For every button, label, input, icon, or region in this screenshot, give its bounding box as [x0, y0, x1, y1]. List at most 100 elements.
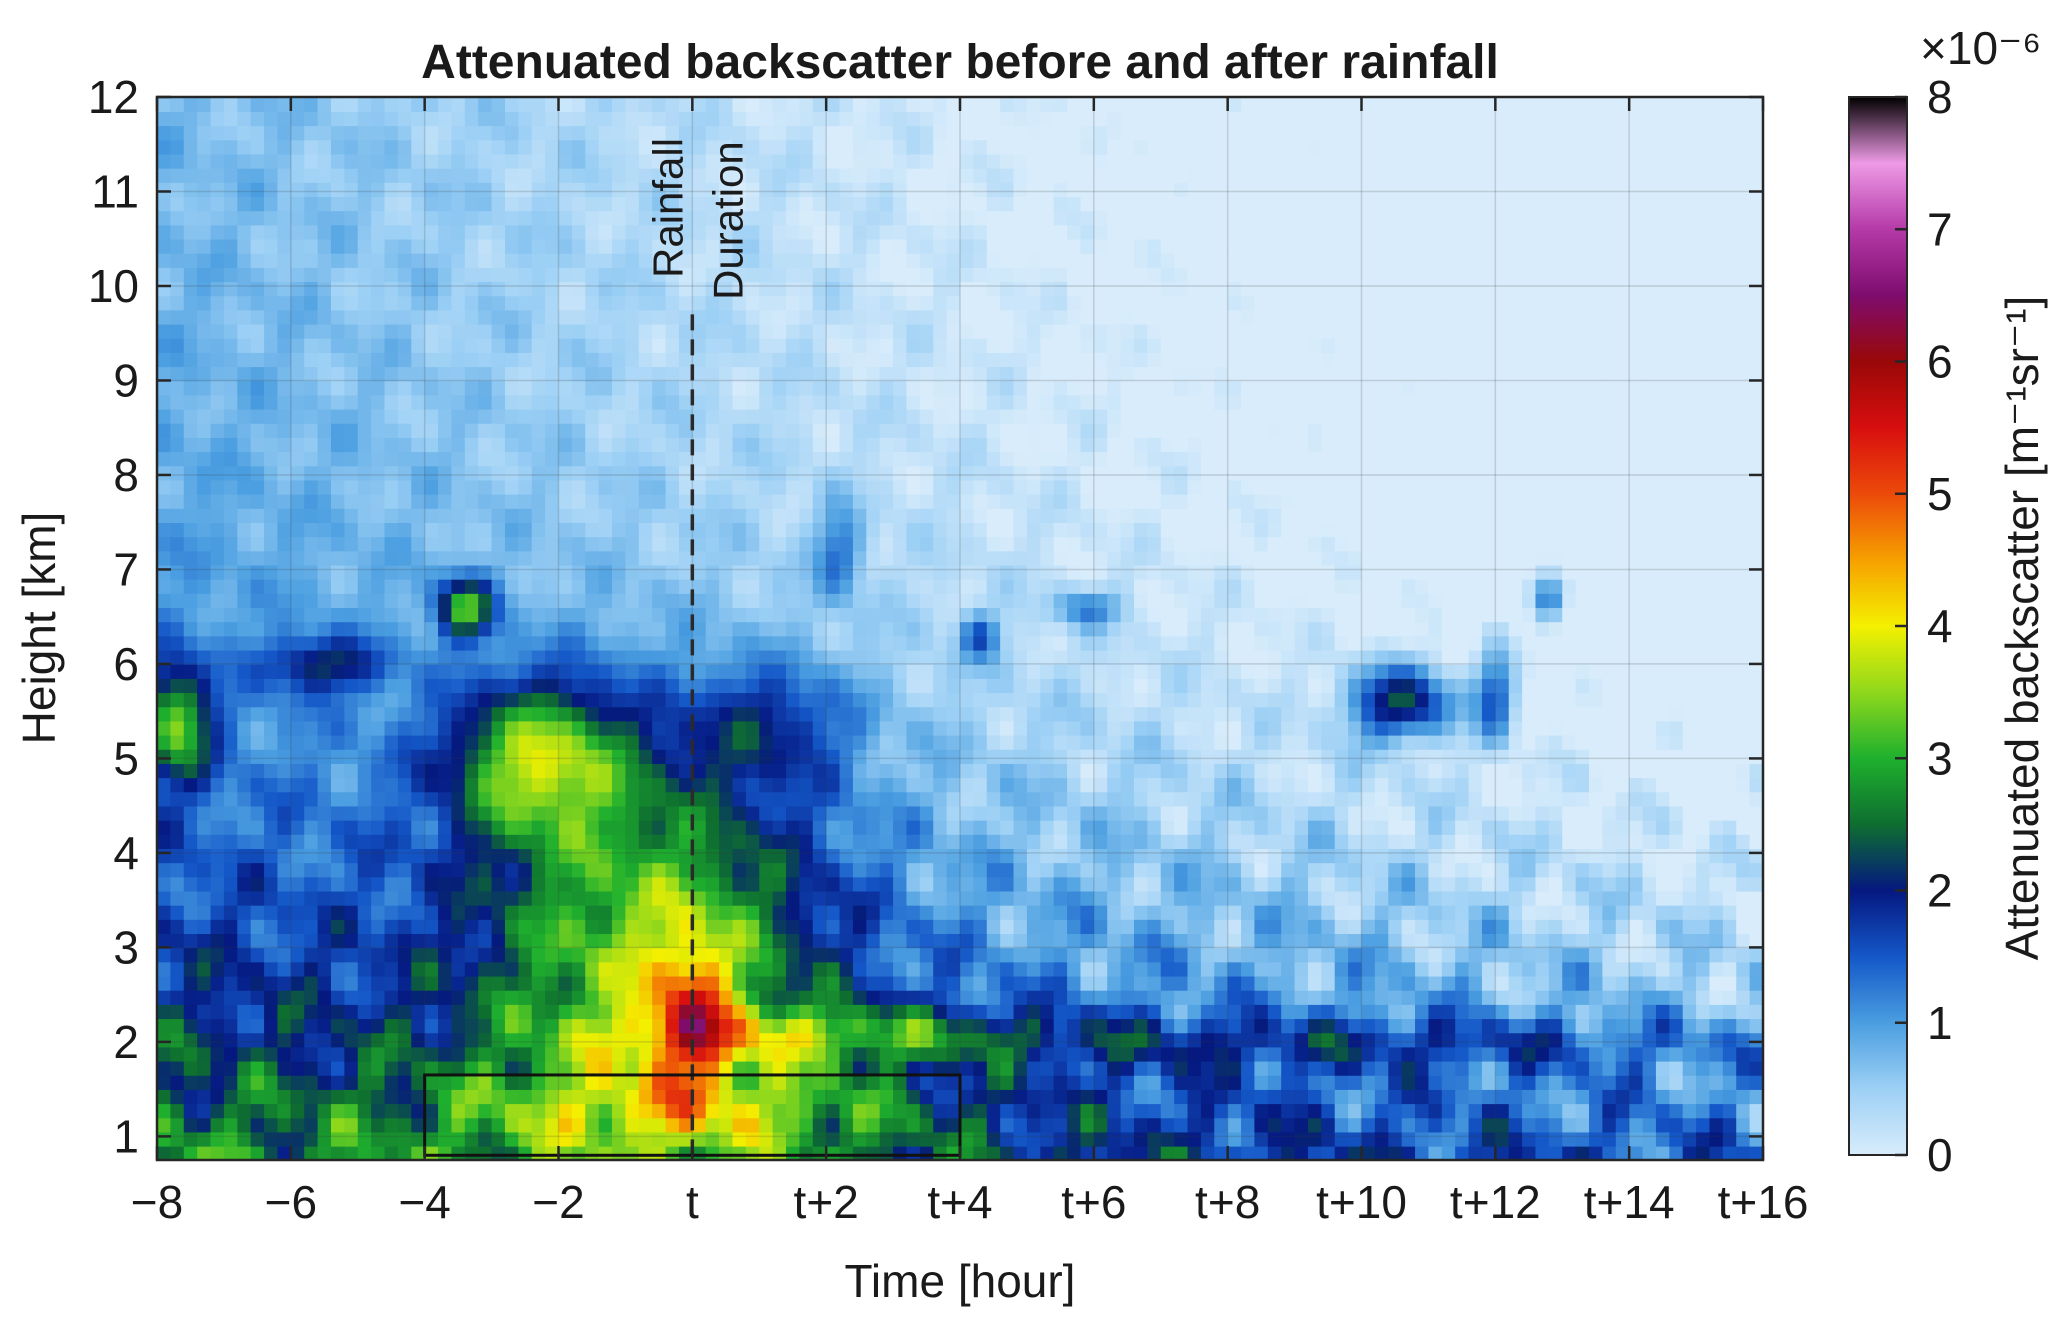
heatmap-cell [170, 1046, 185, 1062]
heatmap-cell [799, 337, 814, 353]
heatmap-cell [665, 777, 680, 793]
heatmap-cell [478, 805, 493, 821]
heatmap-cell [531, 493, 546, 509]
heatmap-cell [933, 536, 948, 552]
heatmap-cell [879, 1089, 894, 1105]
heatmap-cell [197, 380, 212, 396]
heatmap-cell [585, 493, 600, 509]
heatmap-cell [464, 380, 479, 396]
heatmap-cell [438, 734, 453, 750]
heatmap-cell [397, 621, 413, 637]
heatmap-cell [478, 919, 493, 935]
heatmap-cell [1013, 238, 1028, 254]
heatmap-cell [210, 1117, 225, 1133]
heatmap-cell [692, 1089, 707, 1105]
heatmap-cell [665, 649, 680, 665]
heatmap-cell [745, 989, 761, 1005]
heatmap-cell [906, 947, 921, 963]
heatmap-cell [678, 904, 694, 920]
heatmap-cell [571, 1145, 587, 1160]
heatmap-cell [371, 805, 386, 821]
heatmap-cell [612, 111, 627, 127]
heatmap-cell [732, 748, 747, 764]
heatmap-cell [826, 621, 841, 637]
heatmap-cell [411, 167, 426, 183]
heatmap-cell [1026, 621, 1042, 637]
heatmap-cell [558, 1004, 573, 1020]
heatmap-cell [317, 1074, 332, 1090]
heatmap-cell [424, 777, 439, 793]
heatmap-cell [223, 734, 239, 750]
heatmap-cell [478, 182, 493, 198]
heatmap-cell [786, 607, 801, 623]
heatmap-cell [906, 720, 921, 736]
heatmap-cell [799, 791, 814, 807]
heatmap-cell [612, 890, 627, 906]
heatmap-cell [745, 1018, 761, 1034]
heatmap-cell [237, 763, 252, 779]
heatmap-cell [839, 97, 854, 112]
heatmap-cell [237, 848, 252, 864]
heatmap-cell [812, 876, 827, 892]
heatmap-cell [839, 182, 854, 198]
heatmap-cell [786, 295, 801, 311]
heatmap-cell [933, 224, 948, 240]
heatmap-cell [478, 1004, 493, 1020]
heatmap-cell [946, 819, 961, 835]
heatmap-cell [786, 182, 801, 198]
heatmap-cell [852, 1117, 868, 1133]
heatmap-cell [946, 337, 961, 353]
heatmap-cell [210, 805, 225, 821]
heatmap-cell [678, 465, 694, 481]
heatmap-cell [772, 1046, 787, 1062]
heatmap-cell [424, 692, 439, 708]
heatmap-cell [545, 295, 560, 311]
heatmap-cell [745, 933, 761, 949]
heatmap-cell [839, 692, 854, 708]
heatmap-cell [906, 337, 921, 353]
heatmap-cell [438, 224, 453, 240]
heatmap-cell [357, 337, 372, 353]
heatmap-cell [826, 1004, 841, 1020]
heatmap-cell [759, 196, 774, 212]
heatmap-cell [946, 621, 961, 637]
heatmap-cell [1013, 210, 1028, 226]
heatmap-cell [933, 777, 948, 793]
heatmap-cell [170, 210, 185, 226]
heatmap-cell [866, 748, 881, 764]
heatmap-cell [290, 536, 306, 552]
heatmap-cell [919, 1145, 935, 1160]
heatmap-cell [237, 125, 252, 141]
heatmap-cell [839, 139, 854, 155]
heatmap-cell [264, 904, 279, 920]
heatmap-cell [799, 621, 814, 637]
heatmap-cell [317, 224, 332, 240]
heatmap-cell [183, 564, 198, 580]
heatmap-cell [290, 295, 306, 311]
heatmap-cell [210, 125, 225, 141]
heatmap-cell [183, 904, 198, 920]
heatmap-cell [330, 763, 346, 779]
heatmap-cell [906, 550, 921, 566]
heatmap-cell [933, 748, 948, 764]
heatmap-cell [919, 734, 935, 750]
heatmap-cell [652, 508, 667, 523]
heatmap-cell [223, 408, 239, 424]
heatmap-cell [719, 182, 734, 198]
heatmap-cell [799, 1060, 814, 1076]
heatmap-cell [464, 309, 479, 325]
heatmap-cell [397, 748, 413, 764]
heatmap-cell [665, 437, 680, 453]
heatmap-cell [799, 139, 814, 155]
heatmap-cell [705, 97, 720, 112]
heatmap-cell [893, 295, 908, 311]
heatmap-cell [719, 692, 734, 708]
heatmap-cell [625, 834, 640, 849]
heatmap-cell [1026, 238, 1042, 254]
heatmap-cell [411, 394, 426, 410]
heatmap-cell [638, 281, 653, 297]
heatmap-cell [826, 224, 841, 240]
heatmap-cell [692, 153, 707, 169]
heatmap-cell [1000, 323, 1015, 339]
heatmap-cell [598, 465, 613, 481]
